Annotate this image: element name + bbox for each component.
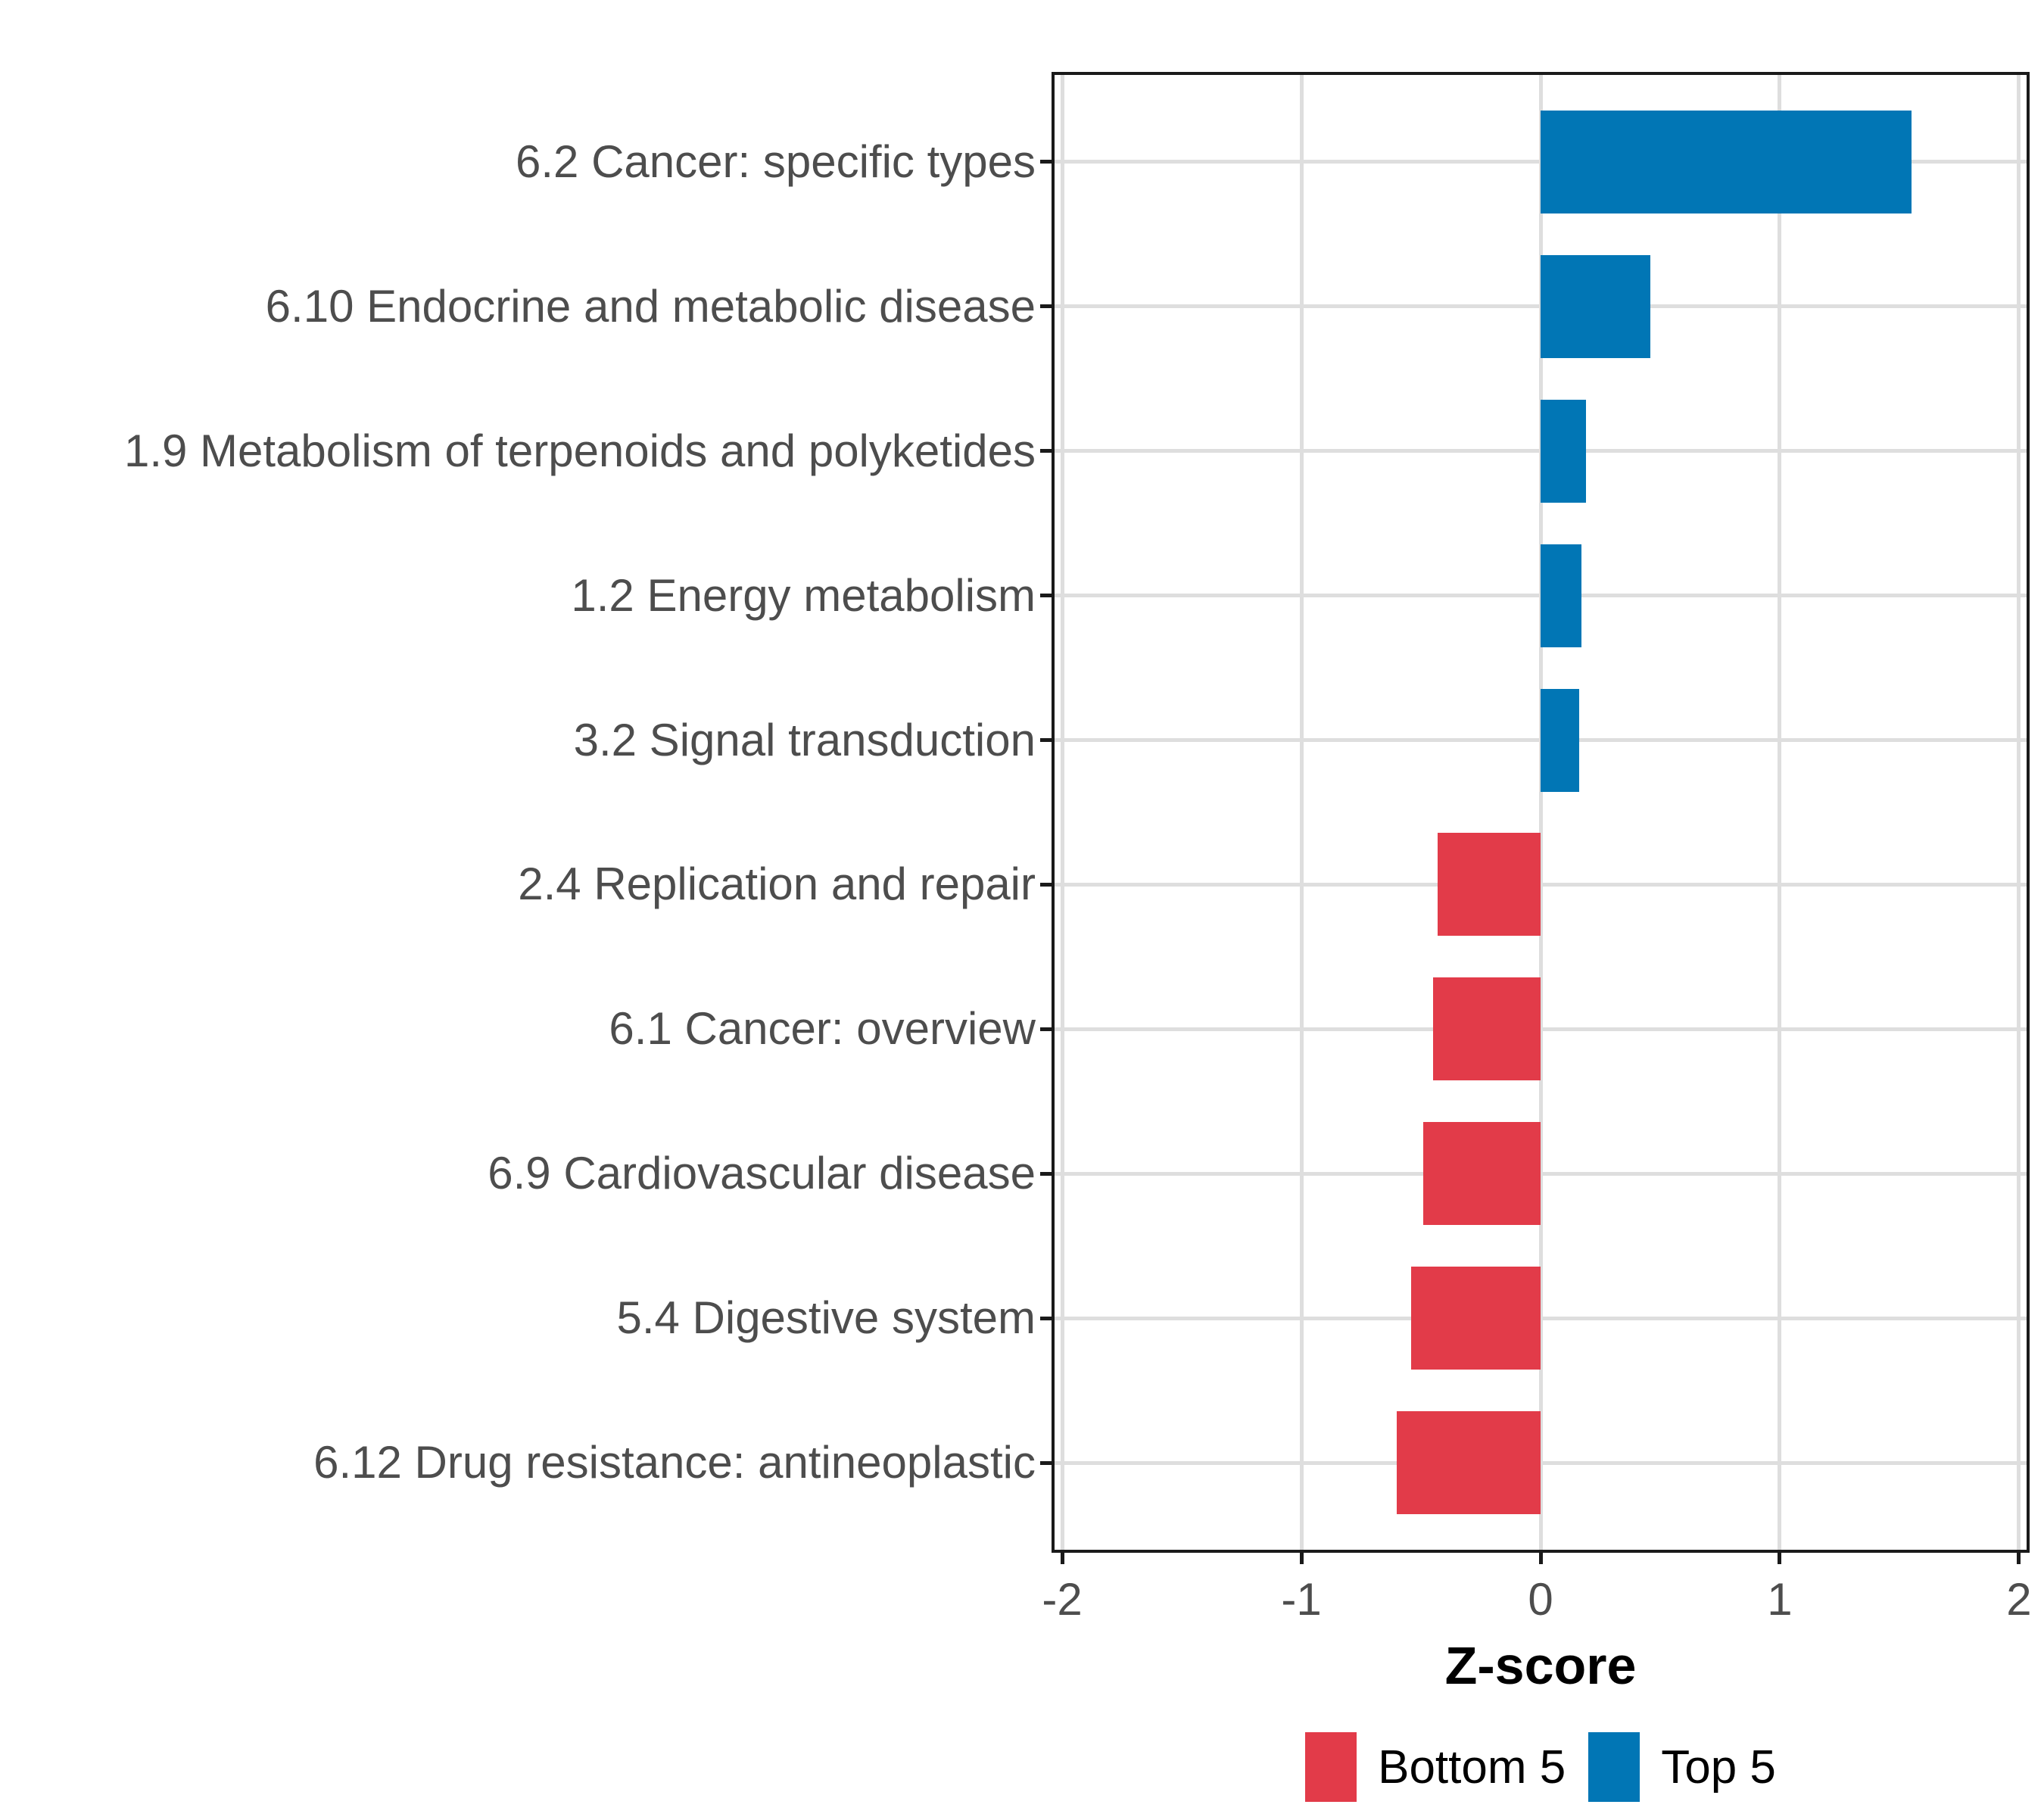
x-axis-tick-label: 1 bbox=[1767, 1574, 1793, 1625]
y-axis-label: 2.4 Replication and repair bbox=[518, 859, 1036, 910]
y-axis-tick bbox=[1040, 160, 1052, 164]
bar bbox=[1411, 1267, 1541, 1370]
y-axis-tick bbox=[1040, 449, 1052, 453]
x-axis-tick-label: -1 bbox=[1281, 1574, 1322, 1625]
legend-swatch-bottom5-icon bbox=[1305, 1732, 1357, 1802]
y-axis-label: 6.1 Cancer: overview bbox=[609, 1003, 1036, 1055]
gridline-horizontal bbox=[1055, 882, 2027, 887]
legend-item-top5: Top 5 bbox=[1588, 1732, 1776, 1802]
gridline-horizontal bbox=[1055, 1027, 2027, 1031]
x-axis-tick bbox=[1538, 1553, 1543, 1564]
bar bbox=[1397, 1411, 1541, 1515]
x-axis-tick bbox=[1778, 1553, 1782, 1564]
legend: Bottom 5 Top 5 bbox=[1052, 1732, 2030, 1802]
y-axis-tick bbox=[1040, 594, 1052, 598]
y-axis-tick bbox=[1040, 738, 1052, 742]
y-axis-tick bbox=[1040, 1460, 1052, 1465]
legend-item-bottom5: Bottom 5 bbox=[1305, 1732, 1566, 1802]
x-axis-tick bbox=[1060, 1553, 1064, 1564]
bar bbox=[1541, 399, 1587, 503]
x-axis-tick bbox=[2017, 1553, 2021, 1564]
y-axis-tick bbox=[1040, 1027, 1052, 1031]
y-axis-label: 5.4 Digestive system bbox=[616, 1292, 1036, 1344]
legend-label-top5: Top 5 bbox=[1661, 1741, 1776, 1794]
plot-panel bbox=[1052, 72, 2030, 1553]
gridline-horizontal bbox=[1055, 1316, 2027, 1320]
y-axis-label: 6.9 Cardiovascular disease bbox=[488, 1148, 1036, 1199]
bar bbox=[1541, 254, 1651, 358]
bar bbox=[1541, 688, 1579, 792]
y-axis-label: 1.9 Metabolism of terpenoids and polyket… bbox=[123, 425, 1036, 476]
gridline-vertical bbox=[1778, 75, 1782, 1550]
x-axis-tick-label: -2 bbox=[1042, 1574, 1083, 1625]
gridline-vertical bbox=[2017, 75, 2021, 1550]
bar bbox=[1541, 110, 1912, 213]
bar bbox=[1423, 1122, 1541, 1226]
y-axis-label: 6.10 Endocrine and metabolic disease bbox=[265, 280, 1036, 332]
bar bbox=[1438, 833, 1541, 937]
y-axis-label: 6.2 Cancer: specific types bbox=[516, 136, 1036, 187]
y-axis-tick bbox=[1040, 304, 1052, 309]
gridline-vertical bbox=[1299, 75, 1304, 1550]
legend-label-bottom5: Bottom 5 bbox=[1378, 1741, 1566, 1794]
legend-swatch-top5-icon bbox=[1588, 1732, 1640, 1802]
gridline-vertical bbox=[1060, 75, 1064, 1550]
y-axis-tick bbox=[1040, 1171, 1052, 1176]
x-axis-tick bbox=[1299, 1553, 1304, 1564]
bar bbox=[1432, 977, 1541, 1081]
y-axis-label: 6.12 Drug resistance: antineoplastic bbox=[313, 1437, 1036, 1488]
bar bbox=[1541, 544, 1581, 647]
y-axis-label: 1.2 Energy metabolism bbox=[571, 569, 1036, 621]
gridline-horizontal bbox=[1055, 1171, 2027, 1176]
gridline-vertical bbox=[1538, 75, 1543, 1550]
gridline-horizontal bbox=[1055, 1460, 2027, 1465]
x-axis-tick-label: 0 bbox=[1528, 1574, 1553, 1625]
y-axis-tick bbox=[1040, 1316, 1052, 1320]
y-axis-label: 3.2 Signal transduction bbox=[573, 714, 1036, 765]
y-axis-tick bbox=[1040, 882, 1052, 887]
x-axis-title: Z-score bbox=[1444, 1636, 1637, 1695]
x-axis-tick-label: 2 bbox=[2006, 1574, 2032, 1625]
